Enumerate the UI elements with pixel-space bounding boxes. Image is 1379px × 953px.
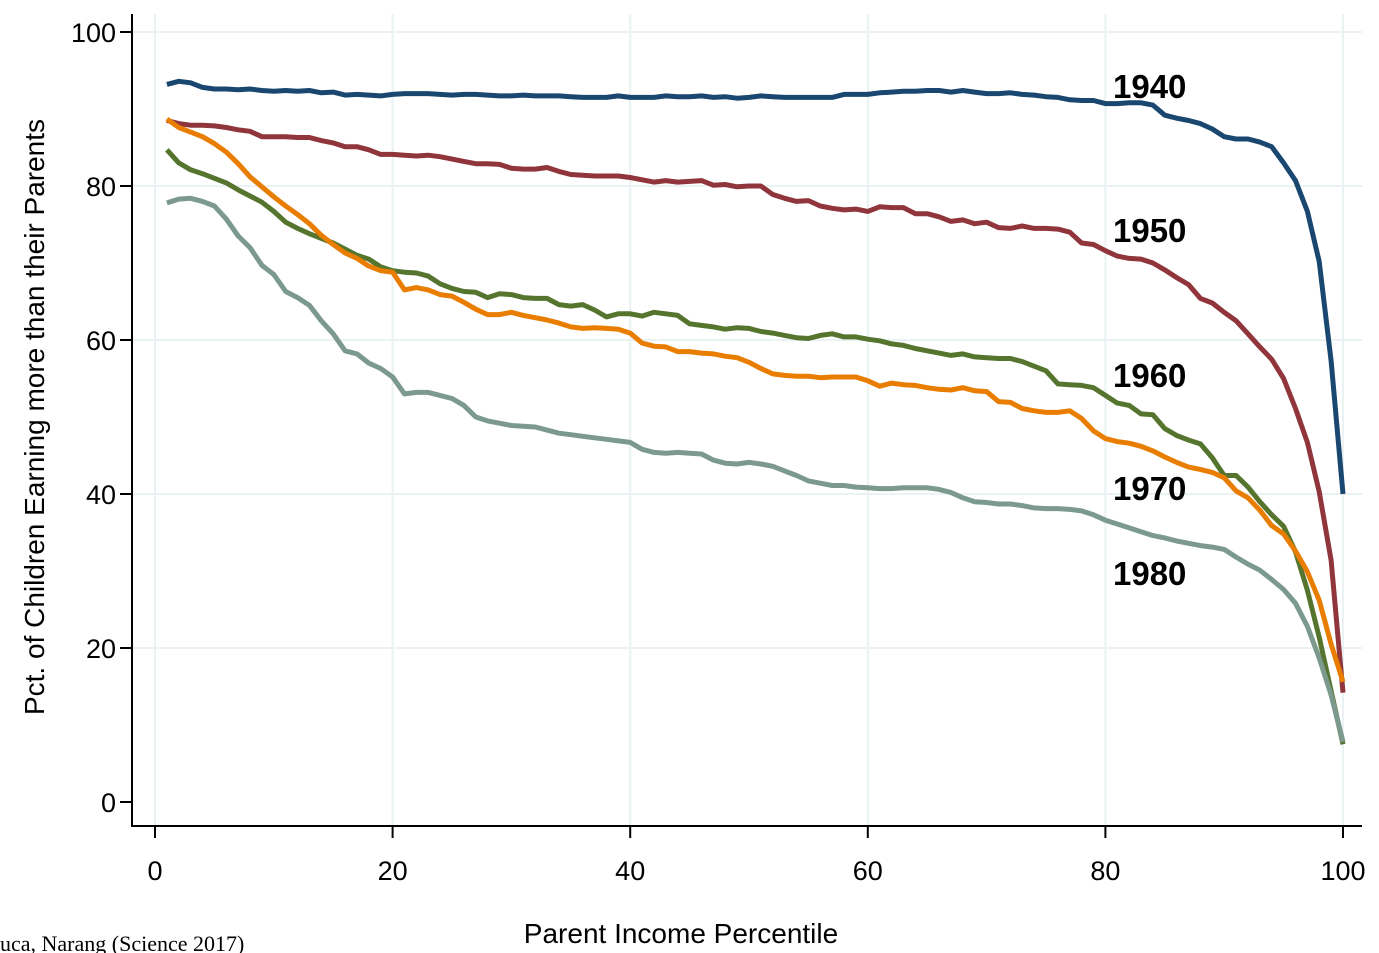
series-line-1950 [166, 118, 1346, 693]
x-axis-ticks: 0 20 40 60 80 100 [147, 826, 1366, 886]
source-note: uca, Narang (Science 2017) [0, 931, 244, 953]
y-tick-label: 0 [101, 788, 116, 818]
series-line-1980 [166, 195, 1346, 743]
series-labels: 1940 1950 1960 1970 1980 [1113, 68, 1186, 592]
x-tick-label: 40 [615, 856, 645, 886]
x-tick-label: 100 [1320, 856, 1365, 886]
series-label-1940: 1940 [1113, 68, 1186, 105]
series-line-1940 [166, 78, 1346, 495]
y-axis-title: Pct. of Children Earning more than their… [19, 119, 50, 715]
y-tick-label: 40 [86, 480, 116, 510]
series-lines [165, 78, 1346, 745]
series-line-1970 [165, 116, 1346, 683]
y-axis-ticks: 0 20 40 60 80 100 [71, 18, 132, 818]
x-tick-label: 0 [147, 856, 162, 886]
series-label-1950: 1950 [1113, 212, 1186, 249]
gridlines [132, 14, 1362, 826]
x-tick-label: 80 [1090, 856, 1120, 886]
y-tick-label: 20 [86, 634, 116, 664]
y-tick-label: 60 [86, 326, 116, 356]
y-tick-label: 100 [71, 18, 116, 48]
x-axis-title: Parent Income Percentile [524, 918, 838, 949]
x-tick-label: 20 [378, 856, 408, 886]
series-label-1970: 1970 [1113, 470, 1186, 507]
y-tick-label: 80 [86, 172, 116, 202]
series-label-1980: 1980 [1113, 555, 1186, 592]
series-label-1960: 1960 [1113, 357, 1186, 394]
x-tick-label: 60 [853, 856, 883, 886]
series-line-1960 [165, 148, 1346, 745]
